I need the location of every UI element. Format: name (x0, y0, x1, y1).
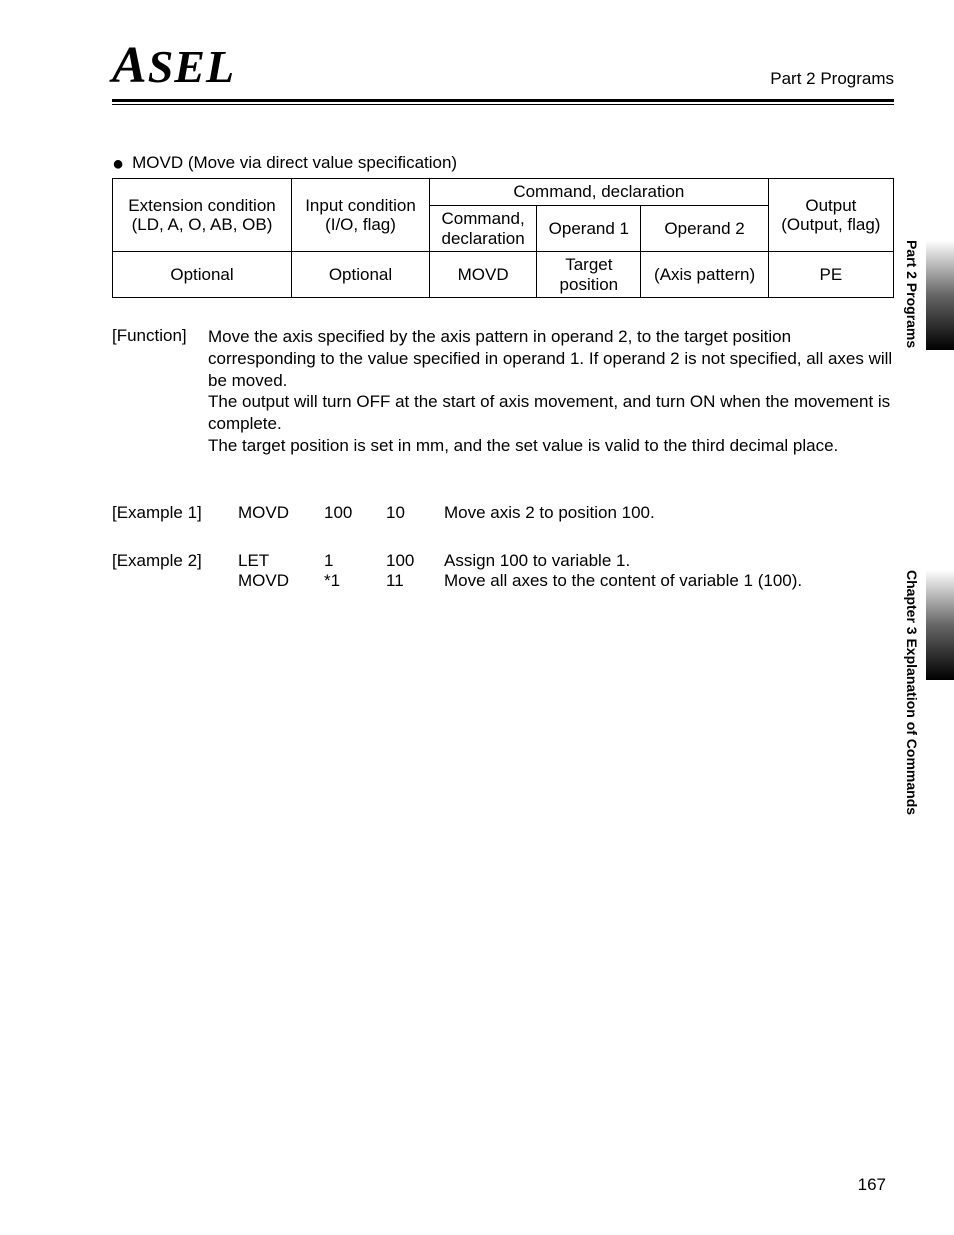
command-table: Extension condition (LD, A, O, AB, OB) I… (112, 178, 894, 298)
example-op1: 100 (324, 503, 386, 523)
th-command-span: Command, declaration (429, 179, 768, 206)
th-command: Command, declaration (429, 206, 536, 252)
page-header: ASEL Part 2 Programs (112, 36, 894, 95)
th-extension: Extension condition (LD, A, O, AB, OB) (113, 179, 292, 252)
example-line: MOVD10010Move axis 2 to position 100. (238, 503, 894, 523)
bullet-icon: ● (112, 153, 124, 175)
example-desc: Move axis 2 to position 100. (444, 503, 894, 523)
example-op1: 1 (324, 551, 386, 571)
page-number: 167 (858, 1175, 886, 1195)
logo: ASEL (112, 36, 235, 95)
side-tab-part: Part 2 Programs (926, 240, 954, 350)
example-op1: *1 (324, 571, 386, 591)
example-code: MOVD (238, 503, 324, 523)
example-desc: Assign 100 to variable 1. (444, 551, 894, 571)
th-input: Input condition (I/O, flag) (292, 179, 430, 252)
side-tab-chapter: Chapter 3 Explanation of Commands (926, 570, 954, 680)
header-rule (112, 99, 894, 105)
example-label: [Example 2] (112, 551, 238, 591)
td-operand1: Target position (537, 252, 641, 298)
function-text: Move the axis specified by the axis patt… (208, 326, 894, 457)
header-part-label: Part 2 Programs (770, 69, 894, 95)
td-extension: Optional (113, 252, 292, 298)
example-line: MOVD*111Move all axes to the content of … (238, 571, 894, 591)
td-input: Optional (292, 252, 430, 298)
example-code: LET (238, 551, 324, 571)
examples: [Example 1]MOVD10010Move axis 2 to posit… (112, 503, 894, 591)
table-data-row: Optional Optional MOVD Target position (… (113, 252, 894, 298)
command-title: ● MOVD (Move via direct value specificati… (112, 151, 894, 174)
example-op2: 11 (386, 571, 444, 591)
example-code: MOVD (238, 571, 324, 591)
example-desc: Move all axes to the content of variable… (444, 571, 894, 591)
example-label: [Example 1] (112, 503, 238, 523)
side-tab-chapter-label: Chapter 3 Explanation of Commands (904, 570, 920, 870)
th-output: Output (Output, flag) (768, 179, 893, 252)
side-tabs: Part 2 Programs Chapter 3 Explanation of… (926, 240, 954, 680)
td-output: PE (768, 252, 893, 298)
function-block: [Function] Move the axis specified by th… (112, 326, 894, 457)
function-label: [Function] (112, 326, 208, 457)
example-op2: 100 (386, 551, 444, 571)
logo-a: A (112, 36, 148, 95)
command-title-text: MOVD (Move via direct value specificatio… (132, 153, 457, 172)
td-command: MOVD (429, 252, 536, 298)
example-line: LET1100Assign 100 to variable 1. (238, 551, 894, 571)
page: ASEL Part 2 Programs ● MOVD (Move via dir… (0, 0, 954, 1235)
th-operand2: Operand 2 (641, 206, 768, 252)
td-operand2: (Axis pattern) (641, 252, 768, 298)
example-row: [Example 1]MOVD10010Move axis 2 to posit… (112, 503, 894, 523)
th-operand1: Operand 1 (537, 206, 641, 252)
logo-rest: SEL (148, 40, 235, 93)
example-row: [Example 2]LET1100Assign 100 to variable… (112, 551, 894, 591)
side-tab-part-label: Part 2 Programs (904, 240, 920, 380)
example-op2: 10 (386, 503, 444, 523)
table-header-row-1: Extension condition (LD, A, O, AB, OB) I… (113, 179, 894, 206)
